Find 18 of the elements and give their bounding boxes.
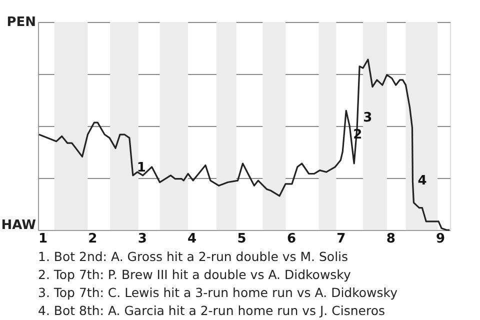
text: 2. Top 7th: P. Brew III hit a double vs A. Didkowsky: [38, 267, 352, 282]
x-tick-label: 4: [188, 232, 197, 246]
annotation: 1: [136, 160, 146, 176]
x-tick-label: 1: [38, 232, 48, 246]
x-tick-label: 2: [88, 232, 98, 246]
annotation: 4: [418, 173, 427, 188]
text: HAW: [1, 218, 36, 233]
x-tick-label: 9: [436, 232, 446, 246]
x-tick-label: 8: [386, 232, 396, 246]
text: 1. Bot 2nd: A. Gross hit a 2-run double vs M. Solis: [38, 249, 348, 264]
text: 3. Top 7th: C. Lewis hit a 3-run home run vs A. Didkowsky: [38, 285, 398, 300]
x-tick-label: 3: [138, 232, 147, 246]
annotation: 3: [363, 110, 372, 126]
text: 4. Bot 8th: A. Garcia hit a 2-run home run vs J. Cisneros: [38, 303, 385, 318]
x-tick-label: 7: [336, 232, 346, 246]
text: PEN: [6, 15, 36, 30]
x-tick-label: 6: [286, 232, 296, 246]
x-tick-label: 5: [237, 232, 246, 246]
